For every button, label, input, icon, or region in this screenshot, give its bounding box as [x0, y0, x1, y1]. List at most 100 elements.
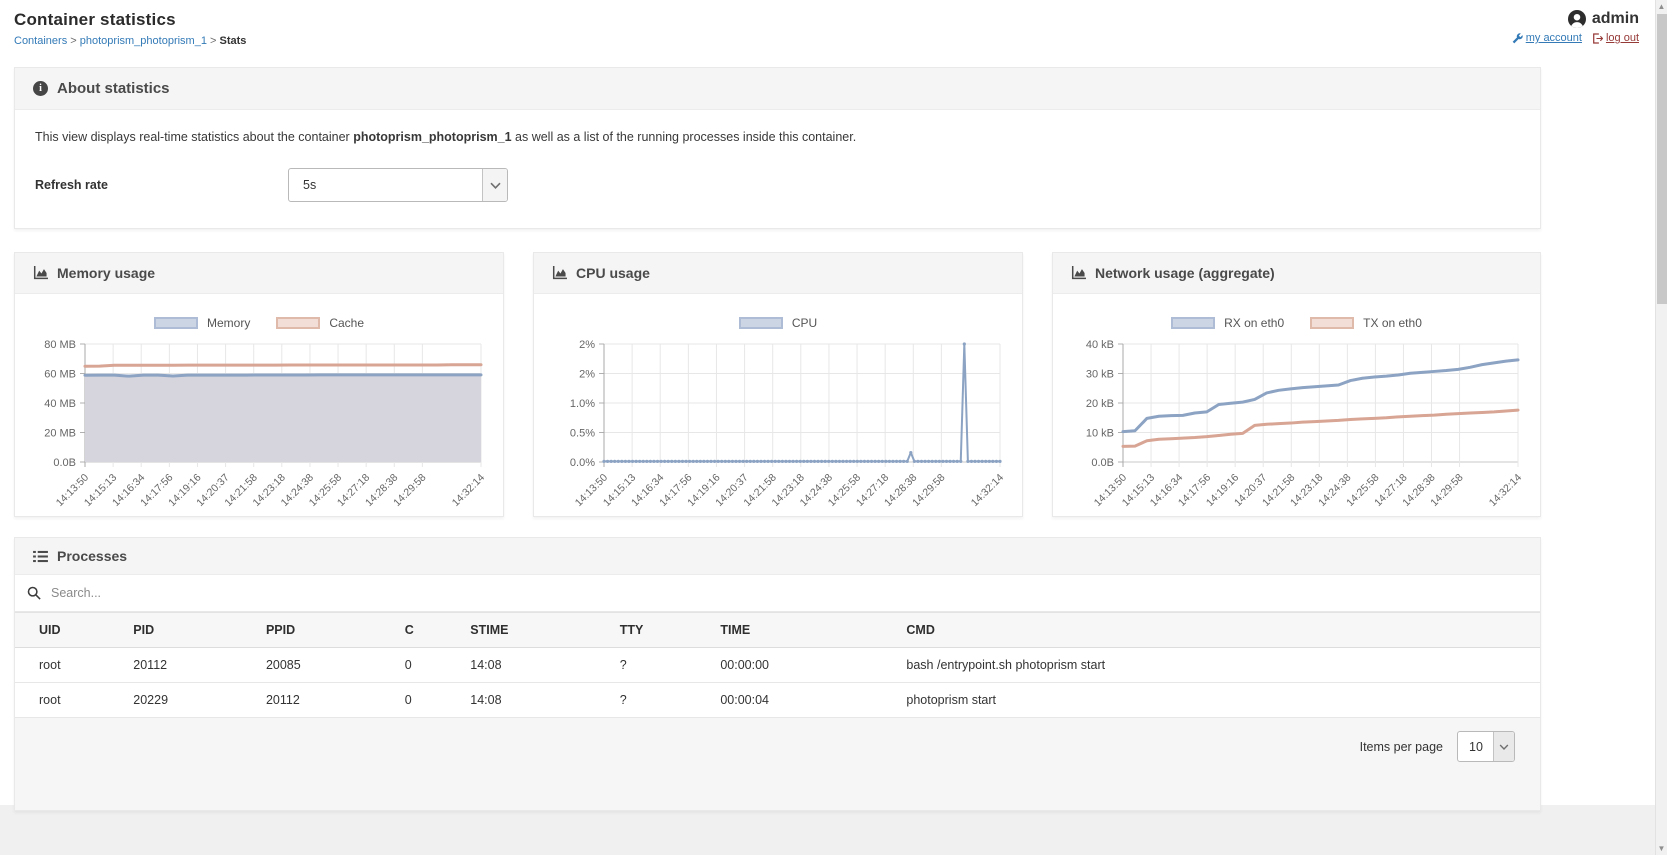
column-header-tty: TTY [609, 612, 711, 648]
legend-swatch [276, 317, 321, 329]
memory-usage-panel: Memory usage Memory Cache 80 MB 60 MB 40 MB… [14, 252, 504, 517]
column-header-ppid: PPID [255, 612, 395, 648]
area-chart-icon [33, 266, 48, 280]
svg-text:30 kB: 30 kB [1086, 369, 1114, 381]
legend-item: RX on eth0 [1171, 316, 1284, 330]
my-account-link[interactable]: my account [1512, 32, 1582, 44]
scrollbar-thumb[interactable] [1657, 14, 1667, 304]
process-table-body: root 20112 20085 0 14:08? 00:00:00 bash /entry… [15, 647, 1540, 718]
table-cell: 20112 [255, 682, 395, 718]
refresh-rate-label: Refresh rate [35, 178, 108, 192]
network-usage-title: Network usage (aggregate) [1095, 265, 1275, 281]
chevron-down-icon [482, 169, 507, 201]
table-cell: 14:08 [460, 682, 610, 718]
wrench-icon [1512, 32, 1523, 44]
table-cell: ? [609, 682, 711, 718]
table-cell: 20229 [123, 682, 256, 718]
area-chart-icon [552, 266, 567, 280]
legend-label: CPU [791, 316, 818, 330]
container-name: photoprism_photoprism_1 [353, 130, 512, 144]
table-cell: root [15, 682, 124, 718]
username: admin [1591, 10, 1639, 27]
items-per-page-select[interactable]: 10 [1457, 731, 1515, 762]
processes-title: Processes [57, 548, 128, 564]
legend-swatch [738, 317, 783, 329]
table-cell: 00:00:00 [710, 647, 897, 683]
table-cell: ? [609, 647, 711, 683]
breadcrumb-separator: > [70, 35, 77, 47]
vertical-scrollbar[interactable]: ▲ ▼ [1655, 0, 1667, 855]
scrollbar-up-arrow[interactable]: ▲ [1657, 2, 1666, 11]
column-header-stime: STIME [460, 612, 610, 648]
network-usage-panel: Network usage (aggregate) RX on eth0 TX o… [1052, 252, 1541, 517]
network-chart-legend: RX on eth0 TX on eth0 [1067, 316, 1526, 330]
cpu-usage-chart: 2% 2% 1.0% 0.5% 0.0% 14:13:50 14:15:13 14:16:34… [548, 338, 1008, 510]
about-description: This view displays real-time statistics … [35, 130, 857, 144]
legend-label: RX on eth0 [1224, 316, 1285, 330]
column-header-cmd: CMD [896, 612, 1540, 648]
processes-panel-heading: Processes [15, 538, 1540, 575]
about-statistics-panel: About statistics This view displays real… [14, 67, 1541, 229]
info-icon [33, 81, 48, 96]
table-cell: 0 [394, 647, 461, 683]
items-per-page-label: Items per page [1359, 739, 1443, 754]
process-table: UID PID PPID C STIME TTY TIME CMD root 20112 2008… [15, 612, 1540, 718]
breadcrumb-current: Stats [219, 35, 247, 47]
items-per-page-value: 10 [1469, 739, 1483, 754]
log-out-link[interactable]: log out [1592, 32, 1639, 44]
charts-row: Memory usage Memory Cache 80 MB 60 MB 40 MB… [14, 252, 1541, 517]
process-table-header-row: UID PID PPID C STIME TTY TIME CMD [15, 612, 1540, 648]
cpu-usage-title: CPU usage [576, 265, 650, 281]
svg-text:80 MB: 80 MB [44, 339, 76, 351]
svg-text:20 kB: 20 kB [1086, 398, 1114, 410]
log-out-icon [1592, 32, 1603, 44]
table-cell: 00:00:04 [710, 682, 897, 718]
refresh-rate-value: 5s [303, 178, 317, 192]
memory-usage-chart: 80 MB 60 MB 40 MB 20 MB 0.0B 14:13:50 14:15:13… [29, 338, 489, 510]
svg-text:1.0%: 1.0% [570, 398, 595, 410]
about-panel-title: About statistics [57, 80, 170, 97]
table-row: root 20112 20085 0 14:08? 00:00:00 bash /entry… [15, 647, 1540, 683]
breadcrumb-containers-link[interactable]: Containers [14, 35, 68, 47]
user-area: admin my account log [1512, 10, 1639, 47]
cpu-usage-panel: CPU usage CPU 2% 2% 1.0% 0.5% 0.0% 14:13:50 14… [533, 252, 1023, 517]
page-title: Container statistics [14, 10, 176, 29]
scrollbar-down-arrow[interactable]: ▼ [1657, 844, 1666, 853]
cpu-chart-legend: CPU [548, 316, 1008, 330]
column-header-time: TIME [710, 612, 897, 648]
svg-text:60 MB: 60 MB [44, 369, 76, 381]
search-row [15, 575, 1540, 612]
svg-text:0.5%: 0.5% [570, 428, 595, 440]
legend-label: Cache [329, 316, 365, 330]
legend-swatch [1310, 317, 1355, 329]
svg-text:40 kB: 40 kB [1086, 339, 1114, 351]
table-cell: root [15, 647, 124, 683]
svg-text:0.0B: 0.0B [53, 457, 76, 469]
breadcrumb-separator: > [210, 35, 217, 47]
user-icon [1567, 10, 1586, 28]
svg-text:20 MB: 20 MB [44, 428, 76, 440]
page-background: Container statistics Containers > photop… [0, 0, 1655, 805]
table-cell: 20085 [255, 647, 395, 683]
legend-swatch [153, 317, 198, 329]
legend-item: TX on eth0 [1310, 316, 1422, 330]
column-header-pid: PID [123, 612, 256, 648]
area-chart-icon [1071, 266, 1086, 280]
table-cell: photoprism start [896, 682, 1540, 718]
breadcrumb: Containers > photoprism_photoprism_1 > S… [14, 35, 246, 47]
svg-text:10 kB: 10 kB [1086, 428, 1114, 440]
tasks-list-icon [33, 550, 48, 563]
svg-text:0.0B: 0.0B [1091, 457, 1114, 469]
legend-item: CPU [738, 316, 818, 330]
network-usage-chart: 40 kB 30 kB 20 kB 10 kB 0.0B 14:13:50 14:15:13… [1067, 338, 1526, 510]
search-input[interactable] [49, 585, 1528, 601]
memory-chart-legend: Memory Cache [29, 316, 489, 330]
svg-text:14:32:14: 14:32:14 [969, 472, 1006, 509]
log-out-label: log out [1605, 32, 1639, 44]
table-cell: 0 [394, 682, 461, 718]
legend-item: Cache [276, 316, 364, 330]
pagination-footer: Items per page 10 [15, 718, 1540, 810]
breadcrumb-container-link[interactable]: photoprism_photoprism_1 [79, 35, 207, 47]
refresh-rate-select[interactable]: 5s [288, 168, 508, 202]
